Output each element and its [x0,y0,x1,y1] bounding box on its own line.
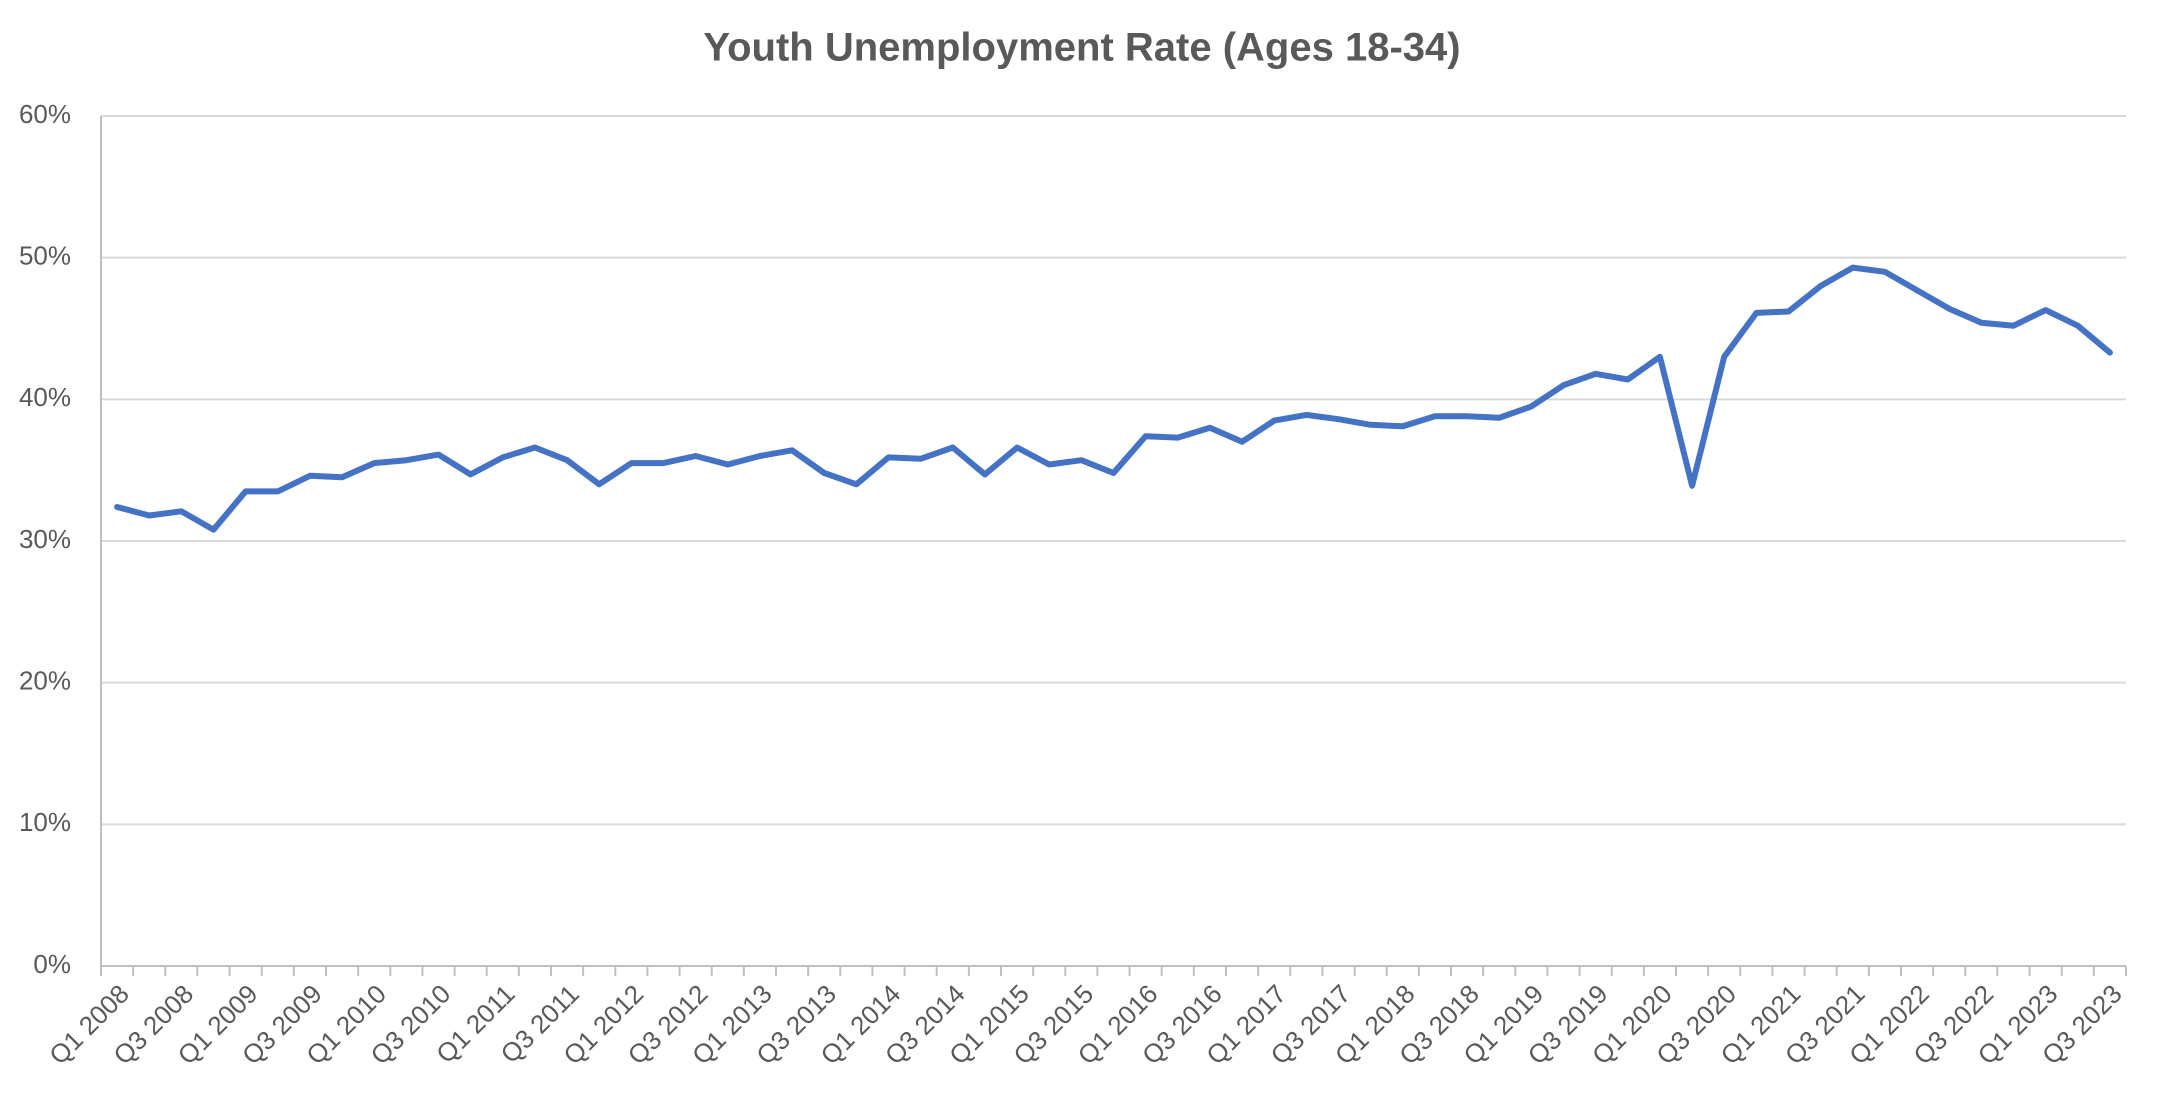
y-tick-label: 10% [19,807,71,837]
y-tick-label: 0% [33,949,71,979]
y-tick-label: 40% [19,382,71,412]
chart-title: Youth Unemployment Rate (Ages 18-34) [703,26,1460,70]
y-tick-label: 50% [19,241,71,271]
line-series [114,264,2113,533]
y-tick-label: 60% [19,99,71,129]
y-tick-label: 20% [19,666,71,696]
y-tick-label: 30% [19,524,71,554]
